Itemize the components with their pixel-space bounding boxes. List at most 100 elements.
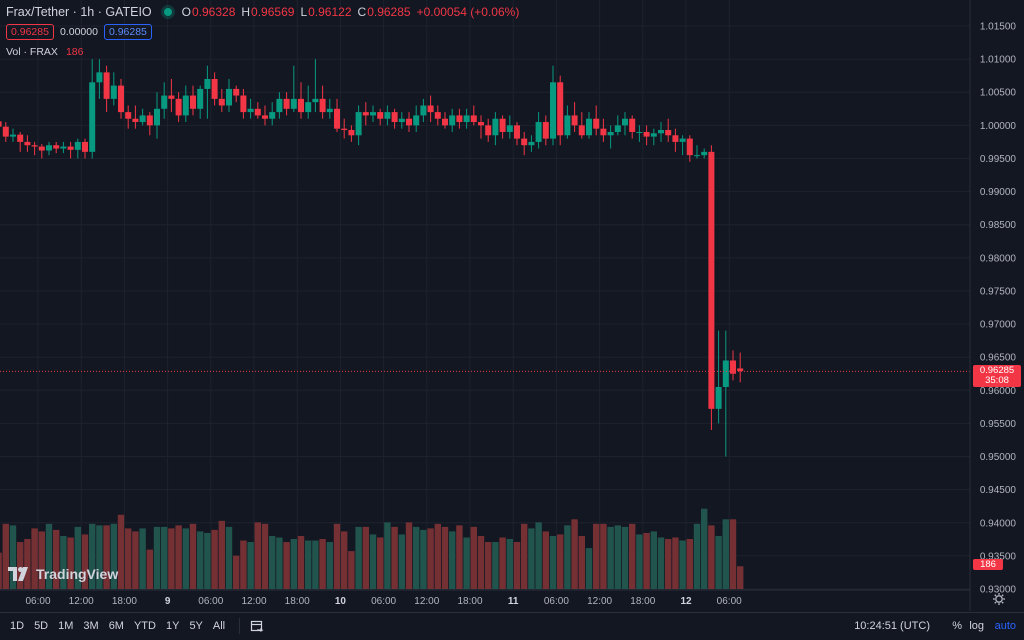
candle-body <box>737 368 744 372</box>
volume-bar <box>470 526 477 589</box>
candle-body <box>204 78 211 89</box>
volume-bars <box>0 508 744 589</box>
y-tick-label: 0.93000 <box>980 585 1017 596</box>
spread-value: 0.00000 <box>59 26 98 38</box>
symbol-title[interactable]: Frax/Tether · 1h · GATEIO <box>6 5 152 19</box>
candle-body <box>384 112 391 119</box>
y-tick-label: 1.01500 <box>980 22 1017 33</box>
x-tick-label: 12:00 <box>241 596 266 607</box>
y-tick-label: 0.95000 <box>980 452 1017 463</box>
y-tick-label: 1.00000 <box>980 121 1017 132</box>
candle-body <box>578 125 585 136</box>
candle-body <box>715 386 722 409</box>
candle-body <box>74 141 81 150</box>
range-5y[interactable]: 5Y <box>189 620 203 632</box>
volume-legend[interactable]: Vol · FRAX 186 <box>6 46 83 58</box>
candle-body <box>658 129 664 134</box>
candle-body <box>240 95 247 113</box>
sell-button[interactable]: 0.96285 <box>6 24 54 40</box>
x-tick-label: 12:00 <box>587 596 612 607</box>
candle-body <box>46 145 52 151</box>
volume-bar <box>283 542 290 589</box>
low-value: 0.96122 <box>308 5 352 19</box>
volume-bar <box>110 523 117 589</box>
candle-body <box>614 125 621 132</box>
volume-bar <box>643 532 650 589</box>
volume-bar <box>312 540 319 589</box>
tradingview-logo[interactable]: TradingView <box>8 566 118 582</box>
range-ytd[interactable]: YTD <box>133 620 156 632</box>
candle-body <box>492 118 499 136</box>
x-tick-label: 12:00 <box>69 596 94 607</box>
candle-body <box>24 141 31 146</box>
y-tick-label: 0.98000 <box>980 253 1017 264</box>
low-label: L <box>300 5 308 19</box>
volume-bar <box>81 534 89 589</box>
x-tick-label: 12 <box>680 596 692 607</box>
x-tick-label: 06:00 <box>544 596 569 607</box>
candle-body <box>370 112 376 116</box>
volume-bar <box>441 526 449 589</box>
candle-body <box>341 128 348 130</box>
volume-bar <box>89 523 96 589</box>
candle-body <box>254 108 261 116</box>
volume-bar <box>506 539 513 589</box>
range-1m[interactable]: 1M <box>58 620 74 632</box>
percent-toggle[interactable]: % <box>952 620 962 632</box>
volume-bar <box>434 523 441 589</box>
range-3m[interactable]: 3M <box>83 620 99 632</box>
range-6m[interactable]: 6M <box>108 620 124 632</box>
volume-bar <box>153 526 161 589</box>
range-all[interactable]: All <box>212 620 226 632</box>
candle-body <box>427 105 434 113</box>
volume-bar <box>665 539 672 589</box>
open-label: O <box>181 5 191 19</box>
candle-body <box>362 112 369 116</box>
candle-body <box>391 112 398 123</box>
y-tick-label: 0.94000 <box>980 518 1017 529</box>
close-label: C <box>357 5 367 19</box>
candle-body <box>730 360 736 374</box>
x-tick-label: 12:00 <box>414 596 439 607</box>
candle-body <box>82 141 88 152</box>
volume-legend-label: Vol · FRAX <box>6 46 58 58</box>
auto-toggle[interactable]: auto <box>994 620 1016 632</box>
y-tick-label: 0.96000 <box>980 386 1017 397</box>
volume-bar <box>535 522 542 589</box>
volume-bar <box>218 520 225 589</box>
y-tick-label: 0.95500 <box>980 419 1017 430</box>
volume-bar <box>132 531 139 589</box>
candles <box>0 59 744 457</box>
volume-bar <box>693 523 701 589</box>
clock-time[interactable]: 10:24:51 (UTC) <box>854 620 930 632</box>
volume-bar <box>542 531 549 589</box>
volume-bar <box>96 525 103 589</box>
log-toggle[interactable]: log <box>969 620 984 632</box>
range-1d[interactable]: 1D <box>10 620 25 632</box>
go-to-date-icon[interactable] <box>250 619 264 633</box>
high-label: H <box>241 5 251 19</box>
volume-bar <box>701 508 708 589</box>
volume-bar <box>729 519 737 589</box>
volume-bar <box>0 552 2 589</box>
candle-body <box>269 112 276 119</box>
x-tick-label: 18:00 <box>457 596 482 607</box>
range-1y[interactable]: 1Y <box>165 620 180 632</box>
candle-body <box>283 98 290 109</box>
volume-bar <box>182 528 189 589</box>
candle-body <box>110 85 117 99</box>
candle-body <box>622 118 628 126</box>
bar-countdown: 35:08 <box>985 375 1009 386</box>
candle-body <box>542 122 549 139</box>
volume-bar <box>305 540 312 589</box>
volume-bar <box>175 525 182 589</box>
candle-body <box>708 151 715 409</box>
volume-bar <box>657 537 665 589</box>
buy-button[interactable]: 0.96285 <box>103 24 152 40</box>
y-tick-label: 0.94500 <box>980 485 1017 496</box>
gear-tooth <box>994 601 997 604</box>
candle-body <box>564 115 571 136</box>
axis-settings-icon[interactable] <box>993 593 1005 605</box>
range-5d[interactable]: 5D <box>34 620 49 632</box>
